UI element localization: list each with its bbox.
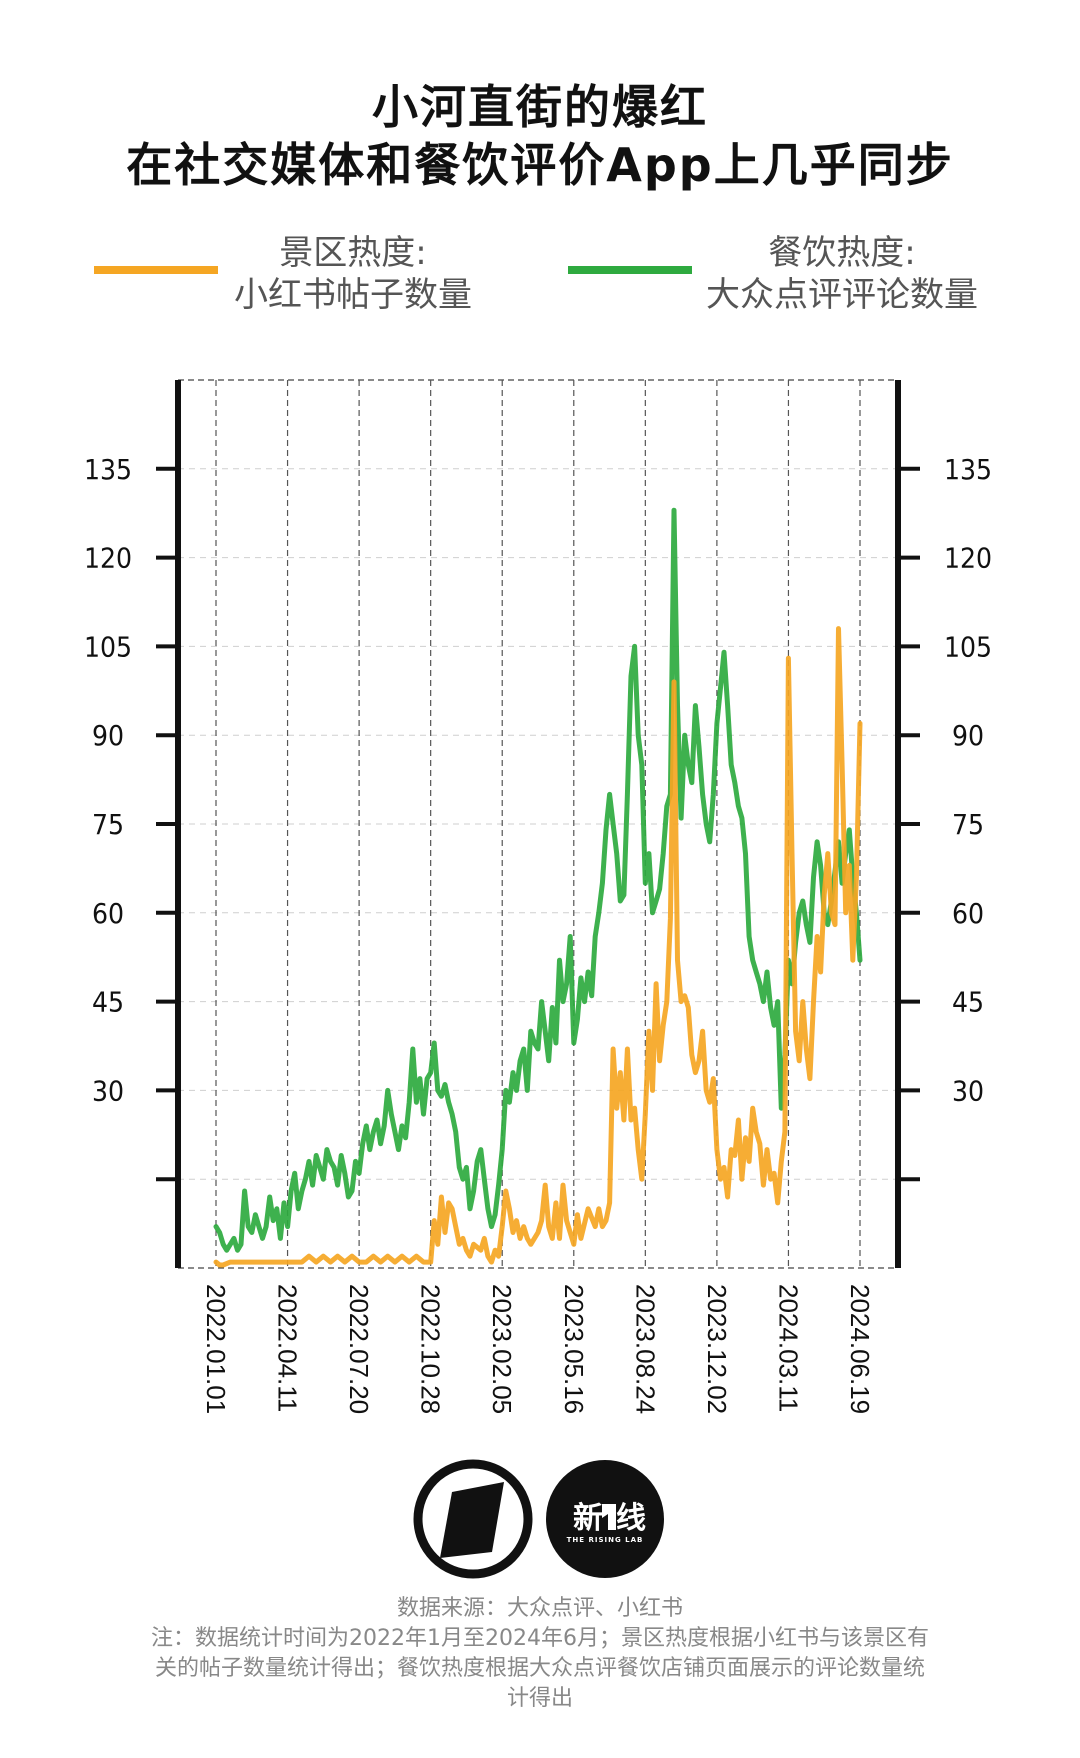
y-tick-label-left: 135 [84,453,132,486]
y-tick-label-right: 135 [944,453,992,486]
logo-2: 新 线 THE RISING LAB [544,1458,666,1580]
x-tick-label: 2022.04.11 [273,1284,303,1412]
series-line-dining [213,507,863,1253]
x-tick-label: 2024.03.11 [773,1284,803,1412]
logo-2-char-2: 线 [616,1501,646,1536]
y-tick-label-left: 45 [92,986,124,1019]
y-tick-label-left: 105 [84,630,132,663]
flag-circle-icon [413,1459,533,1579]
note-line-1: 注：数据统计时间为2022年1月至2024年6月；景区热度根据小红书与该景区有 [151,1626,929,1651]
logo-2-subtitle: THE RISING LAB [567,1536,644,1544]
legend-label-dining: 餐饮热度: 大众点评评论数量 [694,232,990,316]
y-tick-label-left: 60 [92,897,124,930]
y-tick-label-left: 75 [92,808,124,841]
y-tick-label-left: 30 [92,1074,124,1107]
rising-lab-logo-icon: 新 线 THE RISING LAB [546,1460,664,1578]
legend-dining-line1: 餐饮热度: [768,233,916,273]
legend-swatch-scenic [94,266,218,274]
x-tick-label: 2022.10.28 [416,1284,446,1414]
data-source: 数据来源：大众点评、小红书 [396,1596,683,1621]
logo-1 [412,1458,534,1580]
x-tick-label: 2022.01.01 [201,1284,231,1414]
y-tick-label-right: 105 [944,630,992,663]
x-tick-label: 2023.12.02 [702,1284,732,1414]
title-line-1: 小河直街的爆红 [372,80,708,134]
x-tick-label: 2022.07.20 [344,1284,374,1414]
y-tick-label-left: 90 [92,719,124,752]
legend-swatch-dining [568,266,692,274]
y-tick-label-right: 90 [952,719,984,752]
footer: 数据来源：大众点评、小红书 注：数据统计时间为2022年1月至2024年6月；景… [0,1594,1080,1714]
series-line-scenic [213,626,863,1268]
y-tick-label-right: 30 [952,1074,984,1107]
title-line-2: 在社交媒体和餐饮评价App上几乎同步 [126,138,954,192]
legend-label-scenic: 景区热度: 小红书帖子数量 [222,232,484,316]
note-line-2: 关的帖子数量统计得出；餐饮热度根据大众点评餐饮店铺页面展示的评论数量统 [154,1656,925,1681]
x-tick-label: 2024.06.19 [845,1284,875,1414]
logo-2-char-1: 新 [573,1501,603,1536]
y-tick-label-right: 45 [952,986,984,1019]
legend-scenic-line2: 小红书帖子数量 [234,275,472,315]
y-tick-label-right: 60 [952,897,984,930]
y-tick-label-right: 120 [944,542,992,575]
y-tick-label-right: 75 [952,808,984,841]
note-line-3: 计得出 [506,1686,573,1711]
legend-scenic-line1: 景区热度: [279,233,427,273]
x-tick-label: 2023.02.05 [487,1284,517,1414]
line-chart: 30 30 45 45 60 60 75 75 90 90 105 105 120 120 135 135 20… [84,379,992,1414]
x-tick-label: 2023.05.16 [559,1284,589,1414]
x-tick-label: 2023.08.24 [630,1284,660,1414]
chart-title: 小河直街的爆红 在社交媒体和餐饮评价App上几乎同步 [0,78,1080,194]
legend-dining-line2: 大众点评评论数量 [706,275,978,315]
y-tick-label-left: 120 [84,542,132,575]
